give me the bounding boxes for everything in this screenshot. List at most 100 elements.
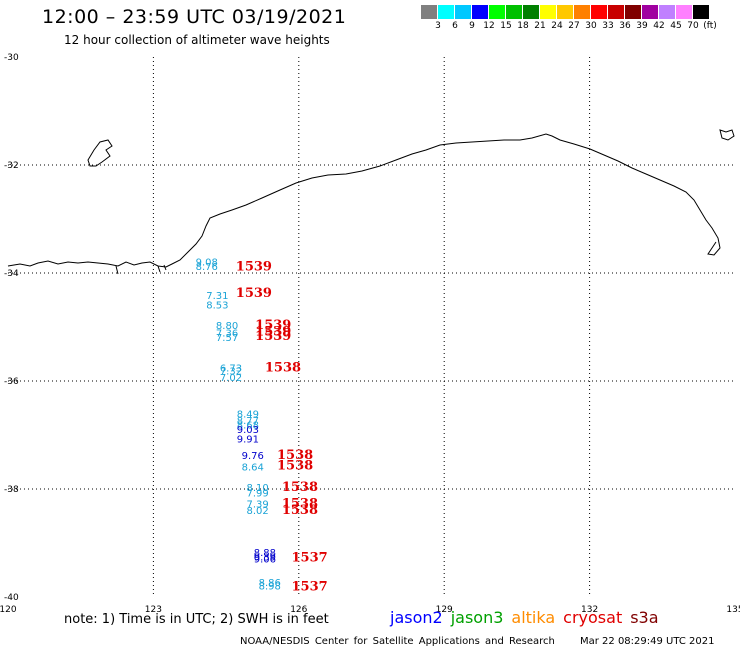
legend-swatch xyxy=(676,5,693,19)
footer-credit: NOAA/NESDIS Center for Satellite Applica… xyxy=(240,636,555,647)
lat-tick-label: -36 xyxy=(4,377,19,387)
swh-value: 8.88 xyxy=(254,548,276,559)
swh-value: 7.36 xyxy=(216,329,238,340)
swh-value: 7.31 xyxy=(206,291,228,302)
satellite-altika: altika xyxy=(511,608,556,627)
legend-label: 36 xyxy=(619,21,631,31)
pass-time: 1538 xyxy=(282,496,318,511)
swh-value: 9.91 xyxy=(237,435,259,446)
pass-time: 1538 xyxy=(265,360,301,375)
coast-detail-south-west xyxy=(115,264,167,275)
lat-lon-grid: 120 123 126 129 132 135 -30 -32 -34 -36 -38 -40 xyxy=(0,53,740,615)
swh-value: 7.57 xyxy=(216,333,238,344)
lat-tick-label: -30 xyxy=(4,53,19,63)
legend-label: 24 xyxy=(551,21,563,31)
legend-label: 30 xyxy=(585,21,597,31)
swh-value: 6.73 xyxy=(220,363,242,374)
australia-coastline xyxy=(7,133,721,268)
swh-value: 8.86 xyxy=(259,578,281,589)
swh-value: 9.76 xyxy=(242,451,264,462)
swh-value: 7.99 xyxy=(246,489,268,500)
legend-label: 18 xyxy=(517,21,529,31)
legend-swatch xyxy=(506,5,523,19)
lon-tick-label: 129 xyxy=(436,605,453,615)
swh-value: 7.32 xyxy=(220,367,242,378)
pass-time: 1538 xyxy=(277,459,313,474)
satellite-cryosat: cryosat xyxy=(563,608,623,627)
pass-time: 1539 xyxy=(255,318,291,333)
pass-time: 1539 xyxy=(255,329,291,344)
swh-value: 9.08 xyxy=(196,257,218,268)
swh-value: 8.68 xyxy=(237,421,259,432)
map-title: 12:00 – 23:59 UTC 03/19/2021 xyxy=(42,6,347,28)
legend-label: 6 xyxy=(452,21,458,31)
recherche-island xyxy=(87,139,113,167)
swh-value: 8.77 xyxy=(237,416,259,427)
swh-value: 8.53 xyxy=(206,301,228,312)
swh-value: 8.49 xyxy=(237,410,259,421)
swh-value: 8.98 xyxy=(259,581,281,592)
lat-tick-label: -34 xyxy=(4,269,19,279)
legend-swatch xyxy=(557,5,574,19)
legend-swatch xyxy=(693,5,710,19)
legend-label: 3 xyxy=(435,21,441,31)
swh-value: 9.06 xyxy=(254,554,276,565)
legend-swatches xyxy=(421,5,740,19)
legend-label: 42 xyxy=(653,21,665,31)
swh-value: 7.02 xyxy=(220,373,242,384)
satellite-jason2: jason2 xyxy=(390,608,443,627)
legend-label: 21 xyxy=(534,21,546,31)
lon-tick-label: 135 xyxy=(726,605,740,615)
legend-label: 12 xyxy=(483,21,495,31)
legend-swatch xyxy=(421,5,438,19)
legend-swatch xyxy=(574,5,591,19)
legend-label: 27 xyxy=(568,21,580,31)
legend-label: 70 xyxy=(687,21,699,31)
pass-time: 1537 xyxy=(292,550,328,565)
pass-time: 1539 xyxy=(236,286,272,301)
legend-swatch xyxy=(540,5,557,19)
color-legend: 3 6 9 12 15 18 21 24 27 30 33 36 39 42 45 70 (ft) xyxy=(421,5,740,33)
pass-time: 1538 xyxy=(282,503,318,518)
legend-swatch xyxy=(455,5,472,19)
satellite-s3a: s3a xyxy=(630,608,659,627)
lat-tick-label: -40 xyxy=(4,593,19,603)
swh-value: 8.02 xyxy=(246,506,268,517)
lat-tick-label: -38 xyxy=(4,485,19,495)
pass-time-labels: 1539153915391539153915381538153815381538… xyxy=(236,259,328,594)
lon-tick-label: 120 xyxy=(0,605,17,615)
pass-time: 1538 xyxy=(282,480,318,495)
legend-swatch xyxy=(591,5,608,19)
legend-swatch xyxy=(642,5,659,19)
legend-label: 45 xyxy=(670,21,682,31)
swh-value: 8.80 xyxy=(216,321,238,332)
legend-swatch xyxy=(489,5,506,19)
swh-value: 9.03 xyxy=(237,425,259,436)
satellite-legend: jason2 jason3 altika cryosat s3a xyxy=(390,608,667,627)
legend-swatch xyxy=(438,5,455,19)
lon-tick-label: 126 xyxy=(290,605,307,615)
pass-time: 1538 xyxy=(277,448,313,463)
legend-swatch xyxy=(523,5,540,19)
lon-tick-label: 123 xyxy=(145,605,162,615)
kangaroo-island xyxy=(719,129,735,141)
pass-time: 1537 xyxy=(292,580,328,595)
legend-label: 33 xyxy=(602,21,614,31)
lon-tick-label: 132 xyxy=(581,605,598,615)
swh-value: 7.39 xyxy=(246,499,268,510)
swh-value: 8.64 xyxy=(242,463,264,474)
legend-label: (ft) xyxy=(703,21,717,31)
footer-timestamp: Mar 22 08:29:49 UTC 2021 xyxy=(580,636,715,647)
legend-label: 15 xyxy=(500,21,512,31)
legend-swatch xyxy=(625,5,642,19)
legend-swatch xyxy=(608,5,625,19)
lat-tick-label: -32 xyxy=(4,161,19,171)
legend-label: 39 xyxy=(636,21,648,31)
legend-labels: 3 6 9 12 15 18 21 24 27 30 33 36 39 42 45 70 (ft) xyxy=(421,19,740,33)
pass-time: 1539 xyxy=(255,325,291,340)
swh-value: 8.10 xyxy=(246,483,268,494)
pass-time: 1539 xyxy=(236,259,272,274)
swh-observations: 9.088.76 7.318.53 8.807.367.57 6.737.327.02… xyxy=(196,257,281,592)
legend-swatch xyxy=(472,5,489,19)
